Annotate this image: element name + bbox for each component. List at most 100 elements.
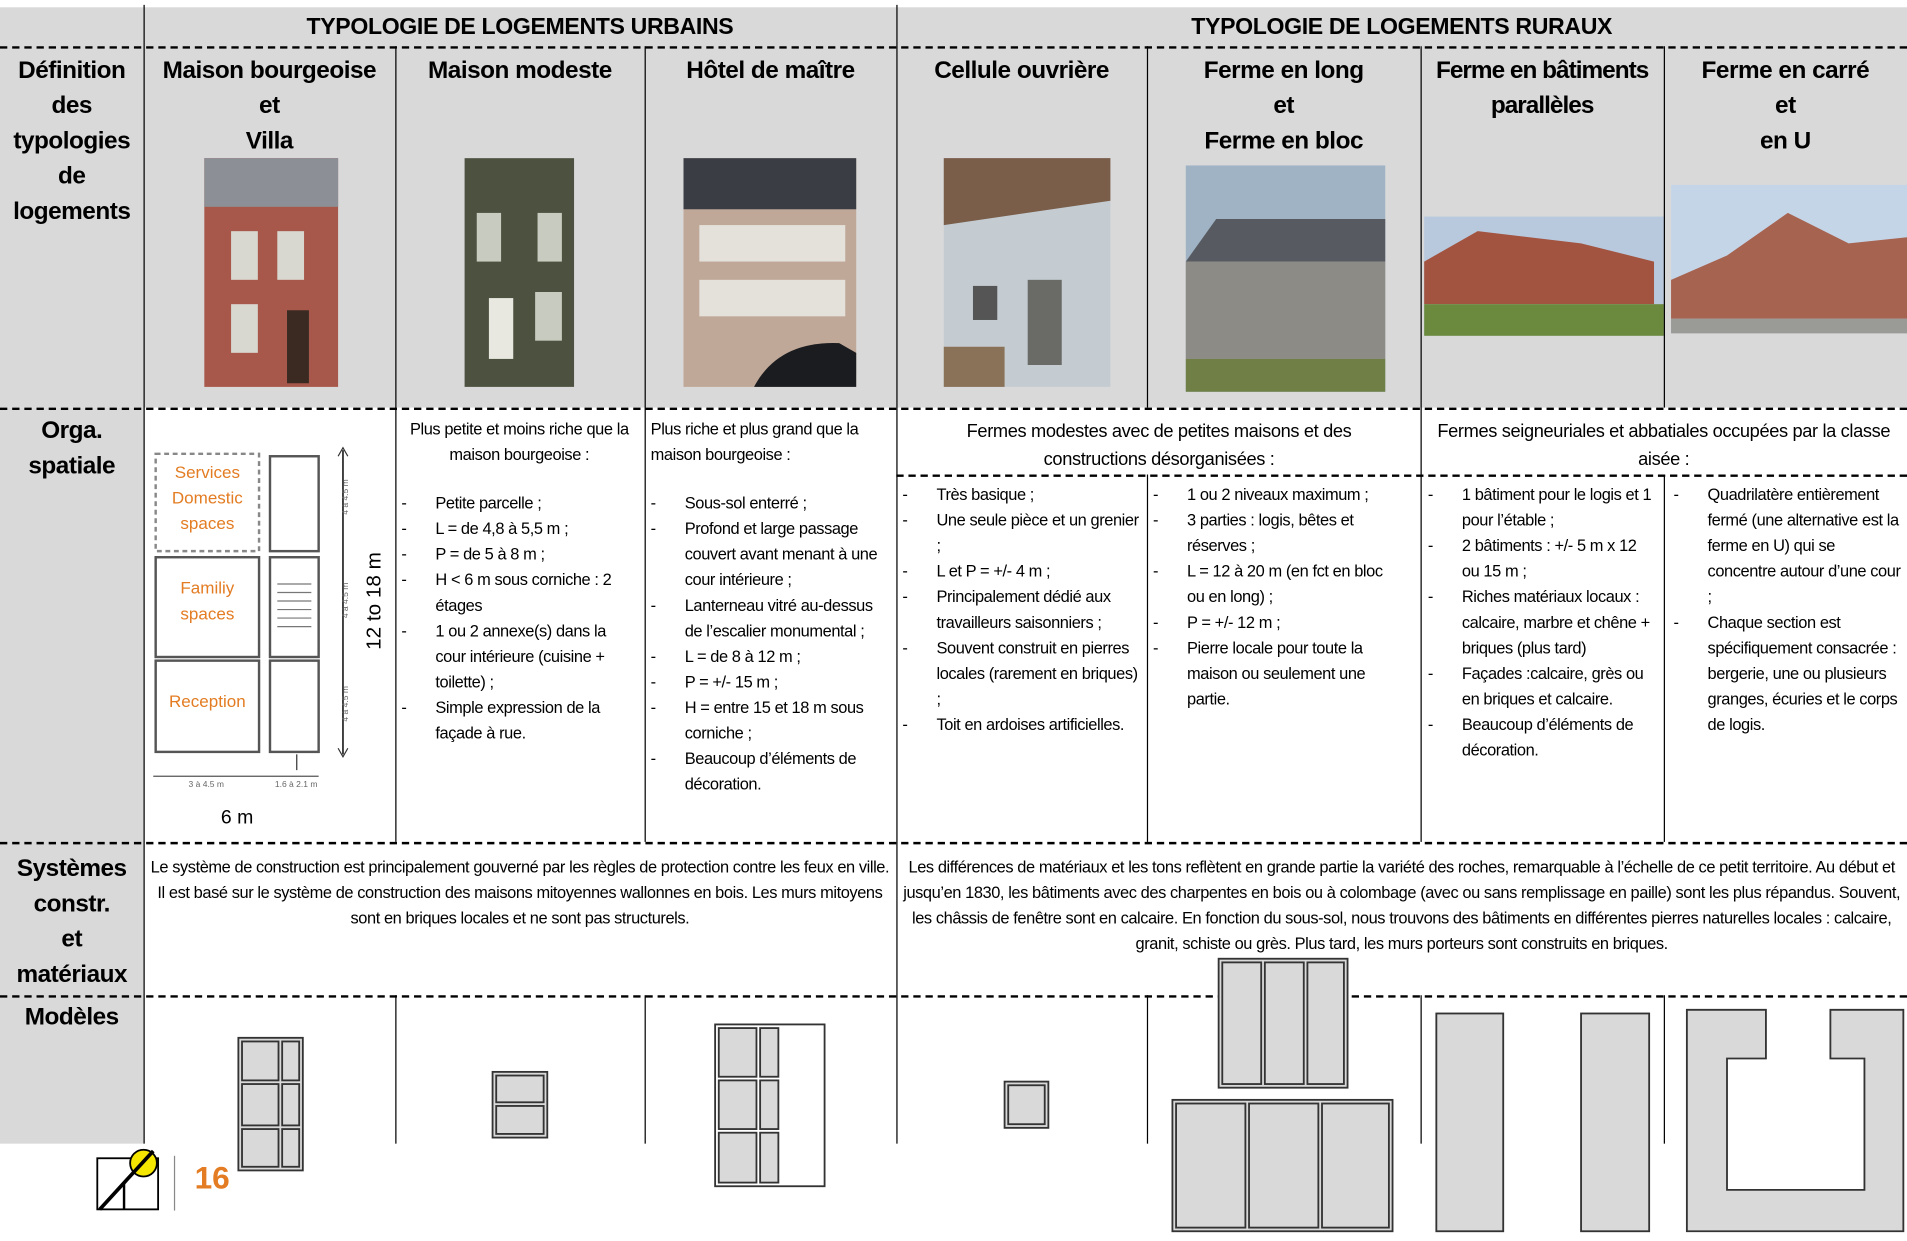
list-item: Sous-sol enterré ;: [648, 490, 889, 516]
list-item: L et P = +/- 4 m ;: [900, 558, 1143, 584]
rural-header: TYPOLOGIE DE LOGEMENTS RURAUX: [1191, 14, 1613, 41]
list-item: Principalement dédié aux travailleurs sa…: [900, 584, 1143, 635]
column-divider: [1146, 46, 1149, 408]
model-cellule-ouvriere: [1003, 1080, 1050, 1129]
column-divider: [1146, 995, 1149, 1144]
row-divider: [0, 995, 1907, 998]
text-line: Ferme en carré: [1701, 57, 1870, 84]
text-line: logements: [13, 198, 131, 226]
column-title: Hôtel de maître: [645, 54, 897, 89]
plan-dimension: 4 à 4.5 m: [341, 686, 351, 722]
list-item: Pierre locale pour toute la maison ou se…: [1151, 635, 1400, 712]
list-item: 2 bâtiments : +/- 5 m x 12 ou 15 m ;: [1425, 533, 1656, 584]
logo: [96, 1148, 160, 1211]
text-line: Villa: [245, 127, 294, 155]
bullet-list: Petite parcelle ;L = de 4,8 à 5,5 m ;P =…: [399, 490, 636, 745]
list-item: Profond et large passage couvert avant m…: [648, 516, 889, 593]
text-line: spaces: [180, 603, 235, 623]
column-divider: [1420, 46, 1422, 842]
column-divider: [1663, 46, 1665, 408]
urban-header: TYPOLOGIE DE LOGEMENTS URBAINS: [306, 14, 734, 41]
list-item: 1 ou 2 annexe(s) dans la cour intérieure…: [399, 618, 636, 695]
text-line: et: [61, 925, 83, 953]
list-item: 3 parties : logis, bêtes et réserves ;: [1151, 507, 1400, 558]
column-divider: [395, 995, 397, 1144]
row-label: Modèles: [0, 1000, 144, 1035]
photo-ferme-en-long: [1185, 165, 1386, 392]
column-title: Maison bourgeoise et Villa: [144, 54, 396, 160]
text-line: Ferme en bloc: [1204, 127, 1363, 155]
list-item: Très basique ;: [900, 482, 1143, 508]
text-line: Maison modeste: [428, 57, 612, 84]
orga-list: Petite parcelle ;L = de 4,8 à 5,5 m ;P =…: [399, 490, 636, 745]
list-item: H = entre 15 et 18 m sous corniche ;: [648, 695, 889, 746]
systemes-rural: Les différences de matériaux et les tons…: [903, 857, 1901, 953]
bullet-list: Quadrilatère entièrement fermé (une alte…: [1671, 482, 1907, 737]
orga-list: 1 bâtiment pour le logis et 1 pour l’éta…: [1425, 482, 1656, 763]
plan-label: Familiy spaces: [156, 575, 259, 626]
photo-maison-modeste: [464, 158, 575, 387]
floor-plan: [153, 446, 349, 777]
model-maison-modeste: [491, 1070, 549, 1139]
text-line: Domestic: [171, 487, 243, 508]
list-item: 1 bâtiment pour le logis et 1 pour l’éta…: [1425, 482, 1656, 533]
list-item: 1 ou 2 niveaux maximum ;: [1151, 482, 1400, 508]
bullet-list: 1 bâtiment pour le logis et 1 pour l’éta…: [1425, 482, 1656, 763]
column-divider: [644, 46, 646, 842]
text-line: et: [259, 92, 280, 120]
row-label: Orga. spatiale: [0, 414, 144, 485]
text-line: Ferme en long: [1203, 57, 1364, 84]
list-item: L = de 4,8 à 5,5 m ;: [399, 516, 636, 542]
bullet-list: 1 ou 2 niveaux maximum ;3 parties : logi…: [1151, 482, 1400, 712]
list-item: L = de 8 à 12 m ;: [648, 644, 889, 670]
bullet-list: Sous-sol enterré ;Profond et large passa…: [648, 490, 889, 797]
list-item: Une seule pièce et un grenier ;: [900, 507, 1143, 558]
photo-cellule-ouvriere: [943, 158, 1111, 387]
plan-dimension: 1.6 à 2.1 m: [274, 781, 318, 790]
text-line: Services: [174, 462, 241, 482]
model-ferme-paralleles: [1435, 1012, 1651, 1233]
list-item: Beaucoup d’éléments de décoration.: [648, 746, 889, 797]
column-divider: [143, 4, 145, 1144]
bullet-list: Très basique ;Une seule pièce et un gren…: [900, 482, 1143, 737]
column-title: Ferme en long et Ferme en bloc: [1147, 54, 1421, 160]
row-label: Systèmes constr. et matériaux: [0, 852, 144, 993]
text-line: spaces: [180, 513, 235, 533]
text-line: matériaux: [16, 961, 128, 988]
label-column-background: [0, 407, 144, 1144]
text-line: parallèles: [1490, 92, 1594, 120]
orga-intro: Fermes modestes avec de petites maisons …: [966, 420, 1352, 470]
row-divider: [0, 407, 1907, 411]
list-item: Chaque section est spécifiquement consac…: [1671, 610, 1907, 738]
plan-dimension: 4 à 4.5 m: [341, 479, 351, 515]
text-line: de: [58, 163, 86, 190]
photo-maison-bourgeoise: [204, 158, 339, 387]
text-line: Modèles: [24, 1003, 119, 1031]
orga-intro: Fermes seigneuriales et abbatiales occup…: [1437, 420, 1891, 470]
column-divider: [1663, 995, 1665, 1144]
model-maison-bourgeoise: [237, 1036, 304, 1172]
text-line: Systèmes: [16, 855, 127, 883]
photo-ferme-en-carre: [1671, 184, 1907, 334]
text-line: Cellule ouvrière: [934, 57, 1109, 84]
column-title: Ferme en bâtiments parallèles: [1421, 54, 1664, 125]
text-line: Maison bourgeoise: [162, 57, 377, 84]
list-item: Façades :calcaire, grès ou en briques et…: [1425, 661, 1656, 712]
models: [237, 957, 1905, 1233]
list-item: Riches matériaux locaux : calcaire, marb…: [1425, 584, 1656, 661]
text-line: et: [1273, 92, 1295, 120]
column-divider: [1146, 474, 1149, 842]
text-line: constr.: [33, 890, 111, 918]
photo-hotel-de-maitre: [683, 158, 857, 387]
column-title: Cellule ouvrière: [896, 54, 1147, 89]
photo-ferme-paralleles: [1424, 216, 1664, 336]
row-label: Définition des typologies de logements: [0, 54, 144, 230]
column-divider: [1663, 474, 1665, 842]
column-title: Maison modeste: [395, 54, 644, 89]
text-line: Définition: [18, 57, 126, 84]
orga-list: Quadrilatère entièrement fermé (une alte…: [1671, 482, 1907, 737]
orga-list: Sous-sol enterré ;Profond et large passa…: [648, 490, 889, 797]
orga-list: 1 ou 2 niveaux maximum ;3 parties : logi…: [1151, 482, 1400, 712]
plan-dimension: 3 à 4.5 m: [188, 781, 225, 790]
